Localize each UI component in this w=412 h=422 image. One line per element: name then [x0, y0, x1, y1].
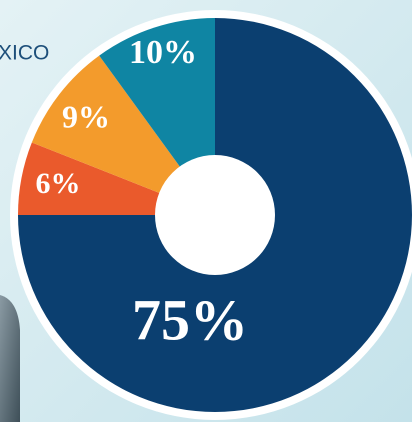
value-label: 10% [129, 34, 197, 71]
donut-hole [155, 155, 275, 275]
location-text: XICO [0, 42, 49, 65]
value-label: 6% [36, 167, 81, 200]
donut-chart: 75% 6% 9% 10% [10, 10, 412, 420]
slice [31, 55, 216, 215]
value-label: 75% [132, 287, 248, 352]
photo-fragment [0, 295, 20, 422]
value-label: 9% [62, 98, 110, 134]
